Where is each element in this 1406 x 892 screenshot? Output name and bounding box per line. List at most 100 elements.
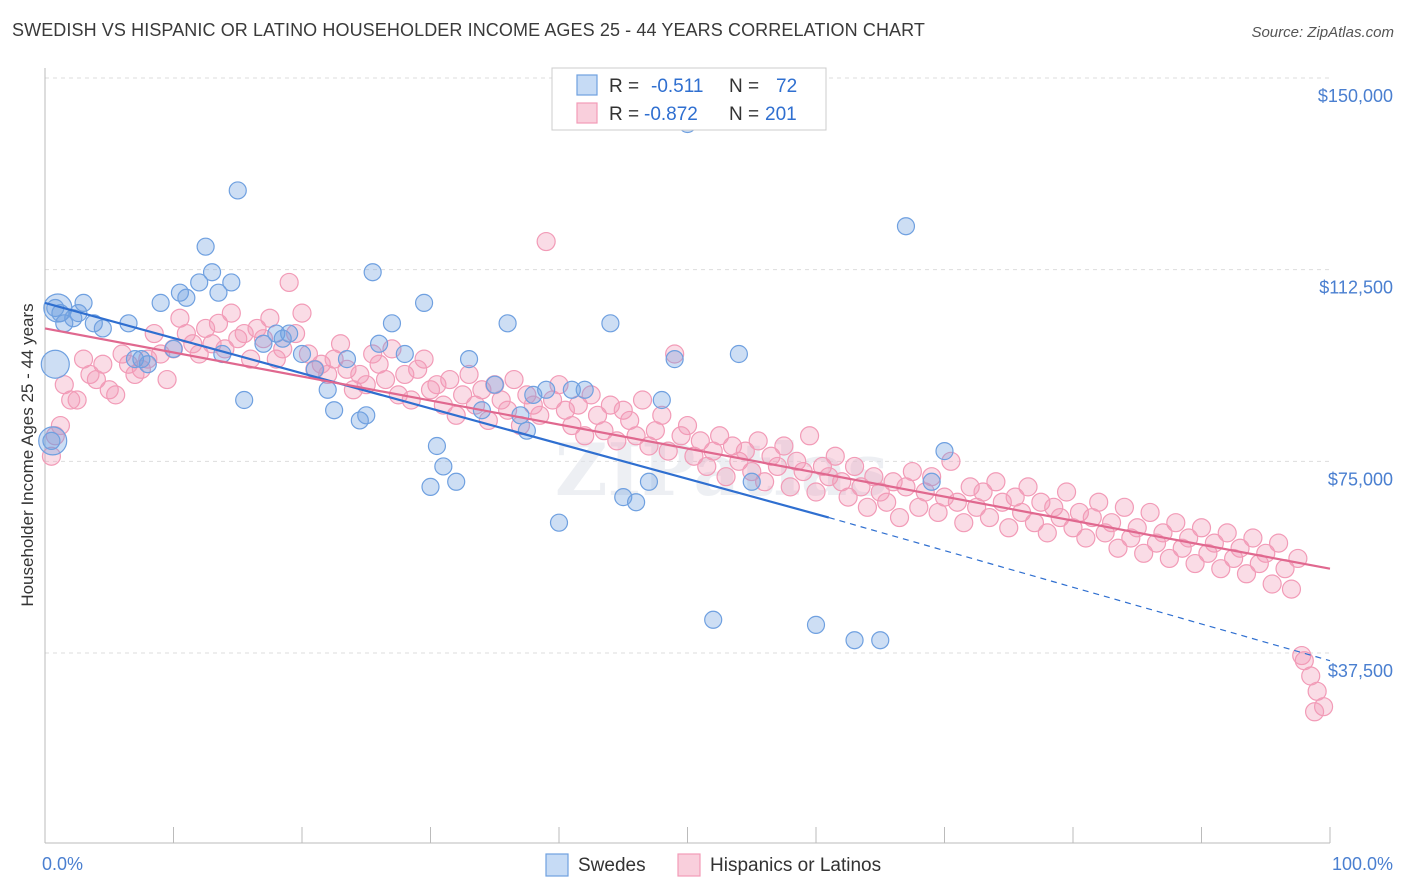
legend-n-value-2: 201 [765,104,797,125]
swedes-point-6 [84,314,103,333]
swedes-trend-line [44,301,830,519]
swedes-point-43 [447,472,466,491]
swedes-point-23 [235,390,254,410]
hispanics-point-4 [61,390,81,410]
hispanics-point-144 [960,477,980,497]
swedes-point-18 [202,263,222,282]
hispanics-point-90 [613,400,633,420]
chart-source: Source: ZipAtlas.com [1251,24,1394,41]
swedes-point-69 [922,472,941,491]
hispanics-point-150 [999,518,1019,538]
hispanics-point-172 [1140,502,1160,523]
hispanics-point-10 [99,380,119,400]
swedes-point-59 [652,390,671,410]
hispanics-point-57 [401,390,421,410]
hispanics-point-175 [1159,548,1179,569]
swedes-point-20 [222,273,241,292]
hispanics-point-88 [600,395,621,415]
swedes-point-58 [639,472,659,491]
legend-r-value-2: -0.872 [644,104,698,125]
hispanics-point-11 [106,385,126,405]
swedes-point-71 [42,431,61,450]
swedes-point-64 [742,472,761,491]
swedes-big-point-0 [43,293,73,323]
swedes-point-28 [292,344,312,364]
swedes-point-51 [537,380,556,399]
hispanics-point-131 [877,492,897,512]
swedes-big-point-2 [38,426,68,456]
hispanics-point-73 [504,369,524,390]
hispanics-point-179 [1185,553,1205,574]
hispanics-point-147 [979,507,1000,528]
swedes-point-60 [665,350,684,369]
swedes-point-41 [427,436,447,456]
hispanics-point-58 [408,359,428,379]
hispanics-point-128 [857,497,878,517]
hispanics-point-123 [825,446,845,466]
hispanics-point-168 [1114,497,1135,517]
hispanics-point-78 [536,231,556,252]
hispanics-point-156 [1037,523,1057,543]
swedes-point-32 [337,350,357,369]
hispanics-point-40 [292,303,312,323]
swedes-point-42 [434,457,453,476]
legend-r-value-1: -0.511 [651,76,703,97]
swedes-point-19 [209,283,228,302]
swedes-point-34 [357,406,376,425]
hispanics-point-126 [844,456,865,477]
swedes-point-37 [382,314,402,333]
swedes-point-53 [562,380,581,399]
hispanics-point-183 [1211,559,1231,579]
chart-title: SWEDISH VS HISPANIC OR LATINO HOUSEHOLDE… [12,20,926,40]
swedes-point-62 [704,610,723,629]
y-tick-label-1: $112,500 [1319,278,1393,298]
hispanics-point-153 [1018,477,1038,497]
legend-r-label-2: R = [609,104,639,125]
hispanics-point-159 [1056,482,1077,502]
swedes-point-55 [601,314,620,333]
swedes-point-39 [414,293,434,312]
hispanics-point-142 [947,492,967,512]
hispanics-point-112 [754,472,775,492]
legend-r-label-1: R = [609,76,639,97]
hispanics-point-125 [838,487,858,507]
swedes-point-30 [318,380,337,399]
hispanics-point-5 [67,390,87,410]
hispanics-point-59 [414,349,434,369]
swedes-point-36 [370,334,389,353]
swedes-point-63 [729,344,749,364]
swedes-point-16 [190,273,209,292]
hispanics-point-75 [517,385,537,405]
hispanics-point-60 [420,380,441,400]
hispanics-point-27 [208,313,229,333]
hispanics-point-187 [1236,564,1257,584]
legend-n-label-2: N = [729,104,759,125]
swedes-point-67 [871,631,890,650]
hispanics-point-200 [1292,645,1312,666]
hispanics-point-169 [1121,528,1141,548]
hispanics-point-93 [632,390,653,410]
hispanics-point-111 [748,431,768,451]
hispanics-point-30 [228,329,248,349]
hispanics-point-138 [922,467,942,487]
hispanics-point-191 [1262,574,1282,594]
swedes-point-13 [164,339,183,358]
hispanics-point-36 [266,349,286,369]
legend-n-label-1: N = [729,76,759,97]
bottom-legend-swatch-hispanics [677,853,701,877]
hispanics-point-0 [41,446,62,466]
hispanics-point-53 [375,369,396,390]
hispanics-point-120 [806,482,826,502]
hispanics-point-177 [1172,538,1192,558]
hispanics-point-117 [787,451,807,471]
swedes-point-11 [138,355,157,374]
trend-lines [44,301,1331,662]
swedes-point-38 [395,344,414,364]
hispanics-point-176 [1166,513,1186,533]
hispanics-point-155 [1031,492,1051,512]
hispanics-point-115 [774,436,794,456]
hispanics-trend-line [44,327,1331,570]
hispanics-point-192 [1268,533,1289,553]
hispanics-point-116 [780,477,800,497]
hispanics-point-47 [337,359,357,379]
